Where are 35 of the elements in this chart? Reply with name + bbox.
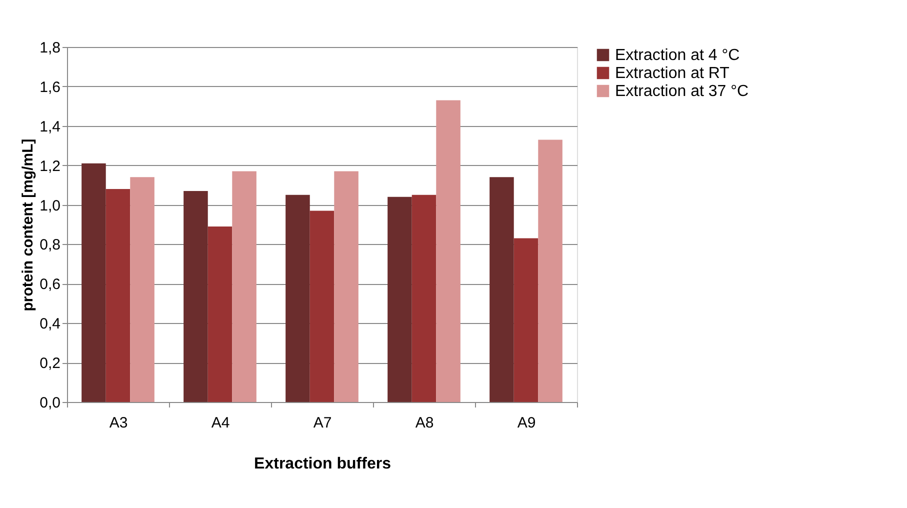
bar [286,194,310,402]
y-axis-title: protein content [mg/mL] [20,138,37,312]
y-tick-label: 1,0 [40,197,60,214]
x-tick-label: A7 [313,414,332,432]
y-tick-label: 0,2 [40,355,60,372]
bar [436,100,460,402]
legend-label: Extraction at RT [615,65,730,82]
bar [130,177,154,402]
bar [514,238,538,402]
bar [412,194,436,402]
x-tick-label: A3 [109,414,128,432]
y-tick-label: 1,2 [40,158,60,175]
y-tick-label: 1,8 [40,40,60,56]
bar [106,189,130,402]
x-tick-label: A9 [517,414,536,432]
legend-label: Extraction at 37 °C [615,83,749,100]
y-tick-label: 1,4 [40,118,60,136]
y-tick-label: 0,0 [40,394,60,412]
bar [208,226,232,402]
bar [334,171,358,402]
bar [184,190,208,402]
y-tick-label: 1,6 [40,78,60,96]
y-tick-label: 0,4 [40,316,60,333]
bar [490,177,514,402]
bar [310,210,334,402]
bar [82,163,106,402]
bar [232,171,256,402]
bar [538,140,562,402]
x-axis-title: Extraction buffers [254,456,392,472]
y-tick-label: 0,6 [40,276,60,294]
x-tick-label: A8 [415,414,434,432]
x-tick-label: A4 [211,414,230,432]
legend-label: Extraction at 4 °C [615,47,740,64]
y-tick-label: 0,8 [40,236,60,254]
bar [388,196,412,402]
